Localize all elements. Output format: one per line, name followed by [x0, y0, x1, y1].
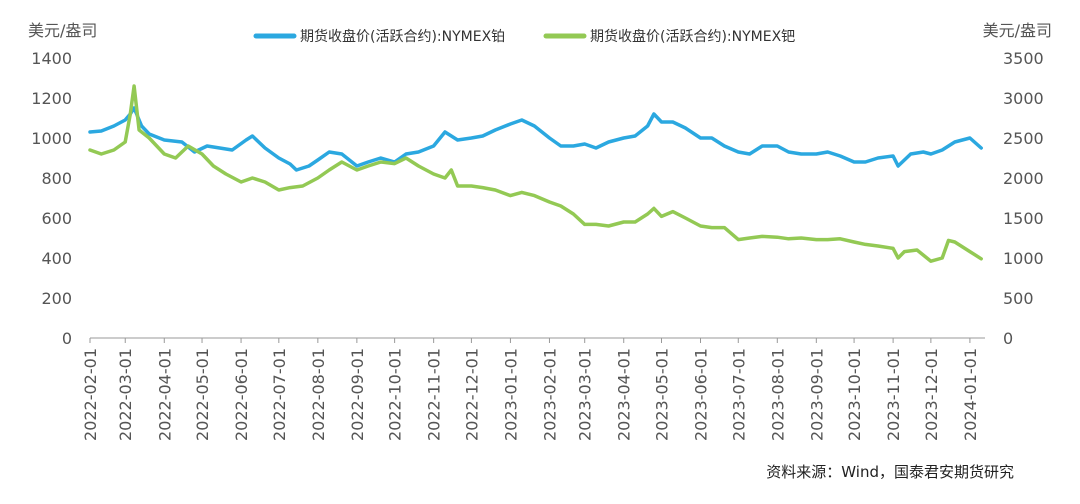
x-tick-label: 2023-11-01 [884, 348, 903, 441]
series-line-1 [88, 106, 983, 172]
left-y-tick-label: 200 [41, 289, 72, 308]
x-tick-label: 2023-03-01 [576, 348, 595, 441]
x-tick-label: 2023-06-01 [692, 348, 711, 441]
x-tick-label: 2022-05-01 [193, 348, 212, 441]
series-line-2 [88, 84, 983, 263]
right-y-axis: 0 500 1000 1500 2000 2500 3000 3500 [1003, 49, 1044, 348]
x-tick-label: 2022-10-01 [386, 348, 405, 441]
legend: 期货收盘价(活跃合约):NYMEX铂 期货收盘价(活跃合约):NYMEX钯 [253, 28, 795, 45]
left-y-tick-label: 400 [41, 249, 72, 268]
legend-label-2: 期货收盘价(活跃合约):NYMEX钯 [590, 28, 795, 45]
x-axis: 2022-02-01 2022-03-01 2022-04-01 2022-05-01… [81, 338, 980, 441]
right-y-tick-label: 1000 [1003, 249, 1044, 268]
left-y-tick-label: 1400 [31, 49, 72, 68]
x-tick-label: 2023-09-01 [807, 348, 826, 441]
left-axis-unit: 美元/盎司 [28, 21, 97, 40]
left-y-tick-label: 1000 [31, 129, 72, 148]
x-tick-label: 2023-08-01 [768, 348, 787, 441]
left-y-tick-label: 600 [41, 209, 72, 228]
x-tick-label: 2023-12-01 [922, 348, 941, 441]
x-tick-label: 2022-11-01 [425, 348, 444, 441]
x-tick-label: 2022-06-01 [232, 348, 251, 441]
x-tick-label: 2023-10-01 [845, 348, 864, 441]
right-axis-unit: 美元/盎司 [983, 21, 1052, 40]
x-tick-label: 2023-01-01 [501, 348, 520, 441]
x-tick-label: 2022-08-01 [309, 348, 328, 441]
x-tick-label: 2022-12-01 [462, 348, 481, 441]
series-layer [88, 84, 983, 263]
x-tick-label: 2022-02-01 [81, 348, 100, 441]
x-tick-label: 2023-04-01 [615, 348, 634, 441]
left-y-tick-label: 0 [62, 329, 72, 348]
right-y-tick-label: 500 [1003, 289, 1034, 308]
right-y-tick-label: 1500 [1003, 209, 1044, 228]
legend-label-1: 期货收盘价(活跃合约):NYMEX铂 [300, 28, 505, 45]
x-tick-label: 2022-04-01 [155, 348, 174, 441]
x-tick-label: 2022-03-01 [116, 348, 135, 441]
x-tick-label: 2023-05-01 [652, 348, 671, 441]
x-tick-label: 2023-02-01 [540, 348, 559, 441]
right-y-tick-label: 0 [1003, 329, 1013, 348]
x-tick-label: 2024-01-01 [961, 348, 980, 441]
x-tick-label: 2022-07-01 [270, 348, 289, 441]
right-y-tick-label: 3500 [1003, 49, 1044, 68]
right-y-tick-label: 3000 [1003, 89, 1044, 108]
x-tick-label: 2023-07-01 [729, 348, 748, 441]
source-note: 资料来源：Wind，国泰君安期货研究 [766, 463, 1014, 481]
left-y-tick-label: 800 [41, 169, 72, 188]
right-y-tick-label: 2500 [1003, 129, 1044, 148]
left-y-axis: 0 200 400 600 800 1000 1200 1400 [31, 49, 72, 348]
left-y-tick-label: 1200 [31, 89, 72, 108]
right-y-tick-label: 2000 [1003, 169, 1044, 188]
x-tick-label: 2022-09-01 [348, 348, 367, 441]
